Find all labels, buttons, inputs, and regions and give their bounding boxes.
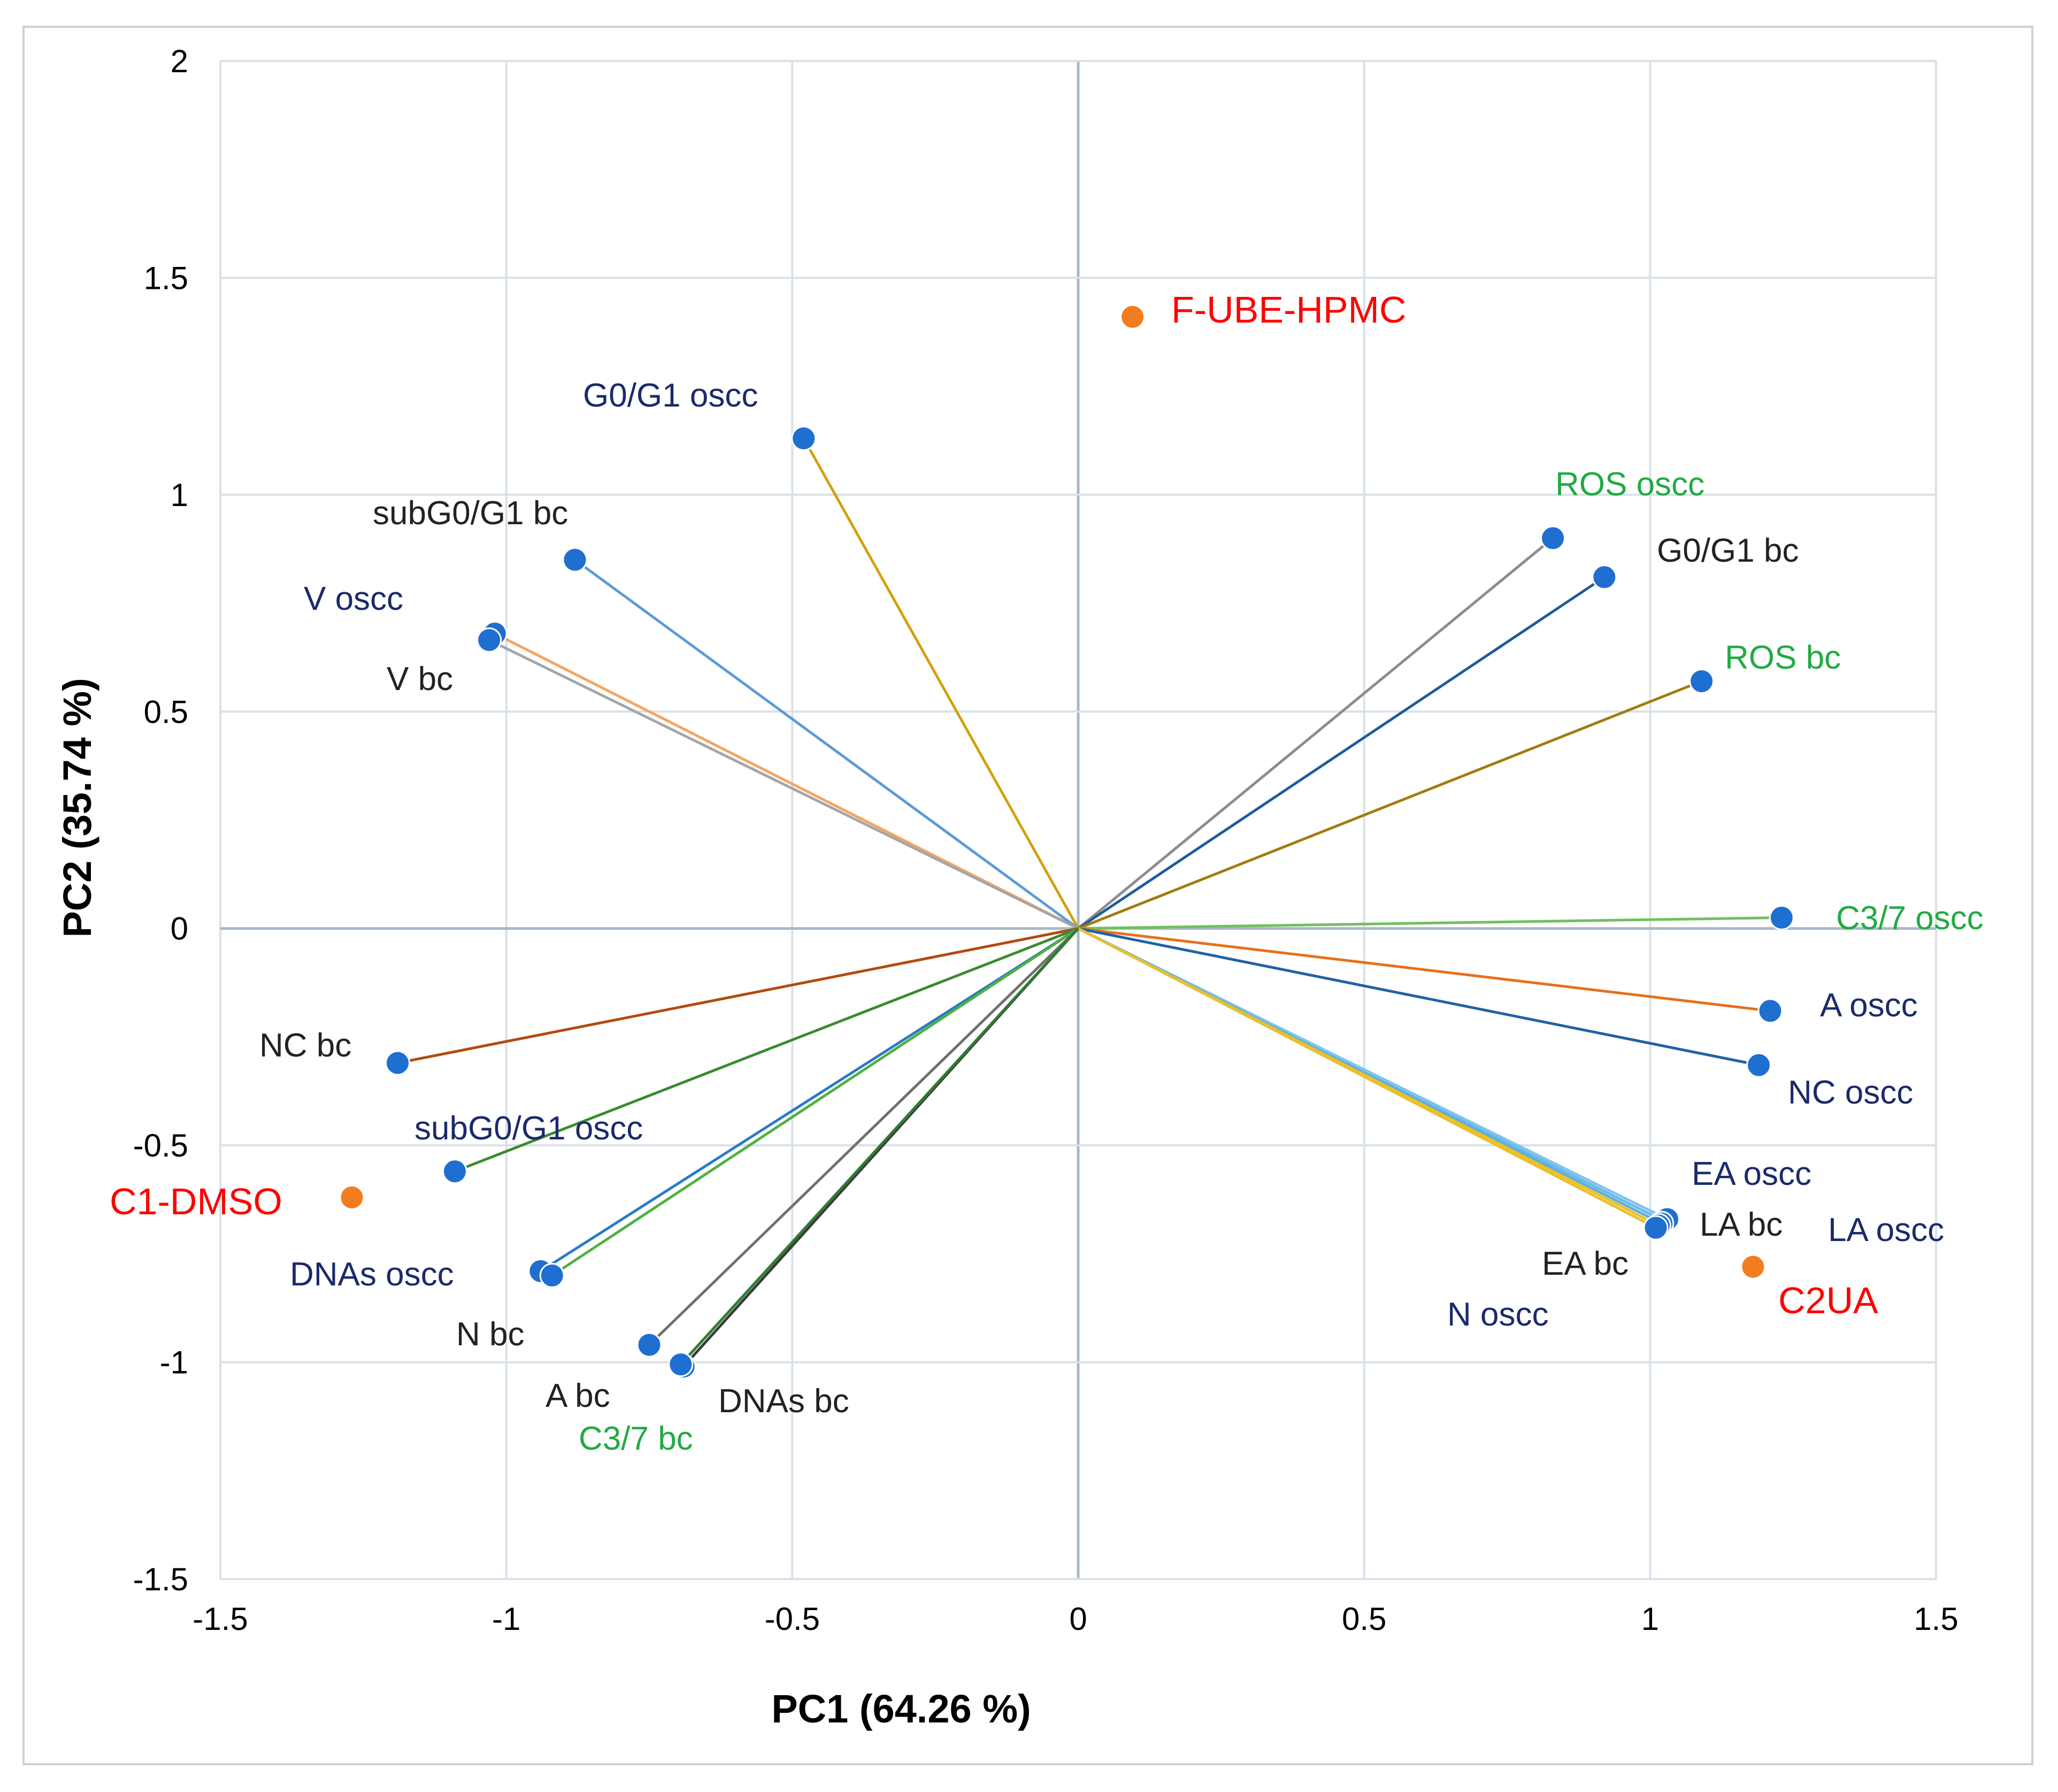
label-a-oscc: A oscc xyxy=(1820,987,1918,1024)
y-tick-label: -0.5 xyxy=(133,1128,188,1163)
label-c3-7-bc: C3/7 bc xyxy=(579,1420,693,1457)
label-la-oscc: LA oscc xyxy=(1828,1212,1944,1249)
vector-n-oscc xyxy=(1077,927,1657,1229)
y-tick-label: 1 xyxy=(171,477,188,513)
vector-nc-oscc xyxy=(1078,927,1759,1067)
label-ea-bc: EA bc xyxy=(1542,1245,1629,1282)
y-tick-label: 0.5 xyxy=(144,694,188,730)
vector-nc-bc xyxy=(397,927,1079,1065)
point-a-oscc xyxy=(1757,998,1783,1024)
y-tick-label: -1.5 xyxy=(133,1561,188,1597)
point-labels: G0/G1 oscc subG0/G1 bc V oscc V bc ROS oscc G… xyxy=(110,289,1984,1457)
vector-ros-oscc xyxy=(1077,537,1554,930)
x-tick-label: -0.5 xyxy=(765,1601,820,1637)
vector-g0-g1-bc xyxy=(1077,576,1606,930)
label-ros-oscc: ROS oscc xyxy=(1555,466,1704,503)
vector-v-bc xyxy=(488,639,1079,930)
vector-subg0-g1-bc xyxy=(574,558,1079,930)
chart-frame xyxy=(22,26,2033,1765)
label-ros-bc: ROS bc xyxy=(1725,639,1841,676)
observation-label-f-ube-hpmc: F-UBE-HPMC xyxy=(1171,289,1406,331)
observation-label-c2ua: C2UA xyxy=(1778,1280,1878,1321)
label-v-bc: V bc xyxy=(387,661,453,698)
y-tick-label: 0 xyxy=(171,911,188,947)
vector-dnas-oscc xyxy=(540,927,1079,1273)
grid xyxy=(219,60,1937,1580)
vector-a-bc xyxy=(648,927,1079,1346)
point-ros-bc xyxy=(1689,669,1715,694)
point-v-bc xyxy=(477,627,502,653)
label-subg0-g1-bc: subG0/G1 bc xyxy=(373,495,568,532)
vector-v-oscc xyxy=(494,632,1079,930)
label-c3-7-oscc: C3/7 oscc xyxy=(1836,900,1984,937)
label-g0-g1-oscc: G0/G1 oscc xyxy=(583,377,758,414)
label-nc-bc: NC bc xyxy=(259,1027,351,1064)
label-dnas-oscc: DNAs oscc xyxy=(290,1256,454,1293)
label-a-bc: A bc xyxy=(546,1377,610,1414)
label-n-bc: N bc xyxy=(456,1316,524,1353)
vector-a-oscc xyxy=(1078,927,1771,1013)
x-axis-title: PC1 (64.26 %) xyxy=(771,1687,1031,1731)
y-axis-title: PC2 (35.74 %) xyxy=(55,678,99,937)
label-g0-g1-bc: G0/G1 bc xyxy=(1657,532,1799,569)
point-n-bc xyxy=(539,1262,565,1288)
label-ea-oscc: EA oscc xyxy=(1692,1155,1811,1192)
x-tick-label: 1 xyxy=(1641,1601,1659,1637)
vector-ros-bc xyxy=(1078,680,1702,930)
x-tick-label: -1.5 xyxy=(193,1601,248,1637)
x-tick-label: 0.5 xyxy=(1342,1601,1386,1637)
vector-g0-g1-oscc xyxy=(802,438,1080,929)
x-tick-label: 0 xyxy=(1069,1601,1087,1637)
point-nc-oscc xyxy=(1746,1052,1772,1078)
point-c3-7-oscc xyxy=(1769,905,1794,930)
tick-labels: -1.5 -1 -0.5 0 0.5 1 1.5 -1.5 -1 -0.5 0 0.5 1 1.5 2 xyxy=(133,43,1959,1637)
point-nc-bc xyxy=(385,1050,410,1076)
y-tick-label: 2 xyxy=(171,43,188,79)
vector-n-bc xyxy=(551,927,1079,1277)
observation-label-c1-dmso: C1-DMSO xyxy=(110,1181,282,1222)
observation-c2ua xyxy=(1740,1254,1766,1280)
data-points xyxy=(339,304,1794,1380)
point-g0-g1-oscc xyxy=(791,425,817,451)
y-tick-label: 1.5 xyxy=(144,260,188,296)
vector-c3-7-bc xyxy=(679,928,1079,1366)
label-la-bc: LA bc xyxy=(1700,1206,1783,1243)
x-tick-label: 1.5 xyxy=(1914,1601,1958,1637)
observation-c1-dmso xyxy=(339,1184,365,1210)
x-tick-label: -1 xyxy=(492,1601,520,1637)
observation-f-ube-hpmc xyxy=(1120,304,1146,330)
point-ros-oscc xyxy=(1540,525,1566,551)
label-nc-oscc: NC oscc xyxy=(1788,1074,1913,1111)
label-n-oscc: N oscc xyxy=(1447,1296,1548,1333)
point-subg0-g1-oscc xyxy=(442,1159,467,1184)
point-subg0-g1-bc xyxy=(562,547,588,572)
label-subg0-g1-oscc: subG0/G1 oscc xyxy=(414,1110,643,1147)
point-g0-g1-bc xyxy=(1592,564,1617,590)
vector-subg0-g1-oscc xyxy=(454,927,1079,1173)
label-dnas-bc: DNAs bc xyxy=(718,1383,849,1420)
point-n-oscc xyxy=(1643,1215,1669,1240)
loading-vectors xyxy=(397,438,1782,1368)
label-v-oscc: V oscc xyxy=(304,580,403,617)
vector-c3-7-oscc xyxy=(1078,916,1782,930)
y-tick-label: -1 xyxy=(160,1345,188,1381)
point-c3-7-bc xyxy=(668,1352,694,1377)
point-a-bc xyxy=(636,1332,662,1358)
